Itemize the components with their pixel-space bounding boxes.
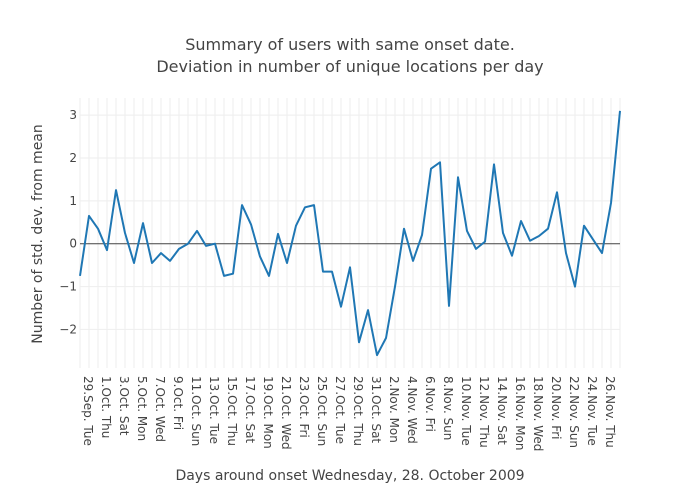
- y-axis-title: Number of std. dev. from mean: [30, 124, 46, 344]
- x-tick-label: 14.Nov. Sat: [495, 376, 509, 445]
- y-tick-labels: −2 −1 0 1 2 3: [59, 108, 77, 336]
- x-tick-label: 27.Oct. Tue: [333, 376, 347, 444]
- x-tick-label: 26.Nov. Thu: [603, 376, 617, 448]
- y-tick-label: 0: [69, 237, 77, 251]
- x-tick-label: 9.Oct. Fri: [171, 376, 185, 430]
- x-tick-label: 4.Nov. Wed: [405, 376, 419, 444]
- x-tick-label: 16.Nov. Mon: [513, 376, 527, 451]
- chart-title-line-2: Deviation in number of unique locations …: [156, 57, 544, 76]
- x-tick-label: 6.Nov. Fri: [423, 376, 437, 432]
- series-group: [79, 110, 621, 357]
- x-tick-labels: 29.Sep. Tue 1.Oct. Thu 3.Oct. Sat 5.Oct. Mo…: [81, 376, 617, 451]
- x-tick-label: 29.Sep. Tue: [81, 376, 95, 446]
- x-tick-label: 5.Oct. Mon: [135, 376, 149, 441]
- y-tick-label: −1: [59, 280, 77, 294]
- x-tick-label: 21.Oct. Wed: [279, 376, 293, 450]
- x-tick-label: 13.Oct. Tue: [207, 376, 221, 444]
- y-tick-label: 1: [69, 194, 77, 208]
- series-line: [79, 110, 621, 357]
- x-gridlines: [79, 98, 621, 368]
- x-tick-label: 17.Oct. Sat: [243, 376, 257, 443]
- chart-title: Summary of users with same onset date. D…: [0, 34, 700, 78]
- x-tick-label: 22.Nov. Sun: [567, 376, 581, 448]
- x-tick-label: 12.Nov. Thu: [477, 376, 491, 448]
- x-tick-label: 29.Oct. Thu: [351, 376, 365, 446]
- x-tick-label: 3.Oct. Sat: [117, 376, 131, 436]
- y-tick-label: −2: [59, 322, 77, 336]
- y-tick-label: 3: [69, 108, 77, 122]
- x-tick-label: 11.Oct. Sun: [189, 376, 203, 446]
- x-tick-label: 8.Nov. Sun: [441, 376, 455, 440]
- x-tick-label: 2.Nov. Mon: [387, 376, 401, 443]
- x-axis-title: Days around onset Wednesday, 28. October…: [175, 468, 525, 484]
- x-tick-label: 24.Nov. Tue: [585, 376, 599, 446]
- x-tick-label: 15.Oct. Thu: [225, 376, 239, 446]
- x-tick-label: 31.Oct. Sat: [369, 376, 383, 443]
- x-tick-label: 25.Oct. Sun: [315, 376, 329, 446]
- chart-title-line-1: Summary of users with same onset date.: [185, 35, 515, 54]
- x-tick-label: 20.Nov. Fri: [549, 376, 563, 440]
- y-tick-label: 2: [69, 151, 77, 165]
- x-tick-label: 19.Oct. Mon: [261, 376, 275, 449]
- x-tick-label: 10.Nov. Tue: [459, 376, 473, 446]
- x-tick-label: 18.Nov. Wed: [531, 376, 545, 451]
- y-gridlines: [80, 114, 620, 330]
- x-tick-label: 23.Oct. Fri: [297, 376, 311, 438]
- x-tick-label: 7.Oct. Wed: [153, 376, 167, 442]
- x-tick-label: 1.Oct. Thu: [99, 376, 113, 438]
